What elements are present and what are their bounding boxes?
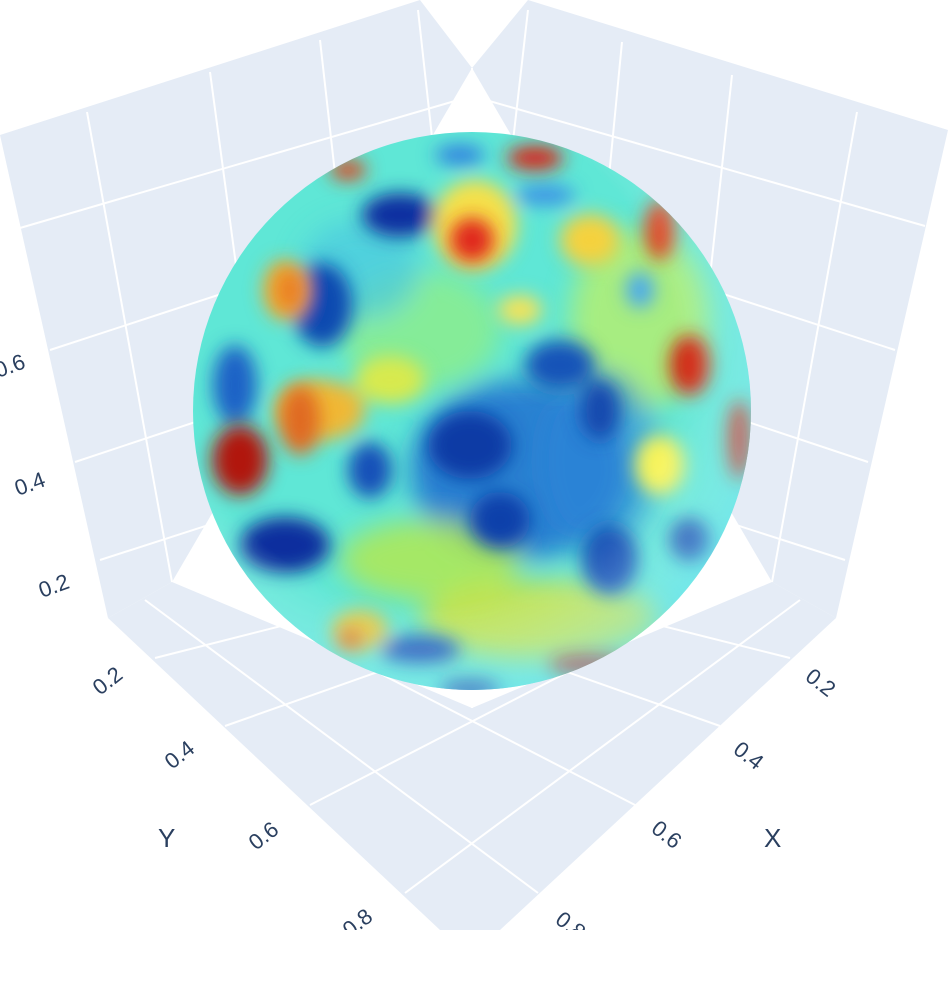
y-tick-label: 0.6 <box>244 816 283 855</box>
z-tick-label: 0.2 <box>35 569 72 603</box>
surface-sphere[interactable] <box>193 132 752 700</box>
y-axis-title: Y <box>158 823 175 853</box>
plot-bottom-mask <box>0 930 948 976</box>
floor <box>108 582 836 930</box>
x-tick-label: 0.6 <box>647 815 686 854</box>
x-axis-title: X <box>764 823 781 853</box>
x-tick-label: 0.2 <box>801 663 840 702</box>
x-tick-label: 0.4 <box>729 736 768 775</box>
y-tick-label: 0.4 <box>160 735 199 774</box>
z-tick-label: 0.4 <box>11 467 48 501</box>
z-tick-label: 0.6 <box>0 349 28 383</box>
y-tick-label: 0.2 <box>88 661 127 700</box>
